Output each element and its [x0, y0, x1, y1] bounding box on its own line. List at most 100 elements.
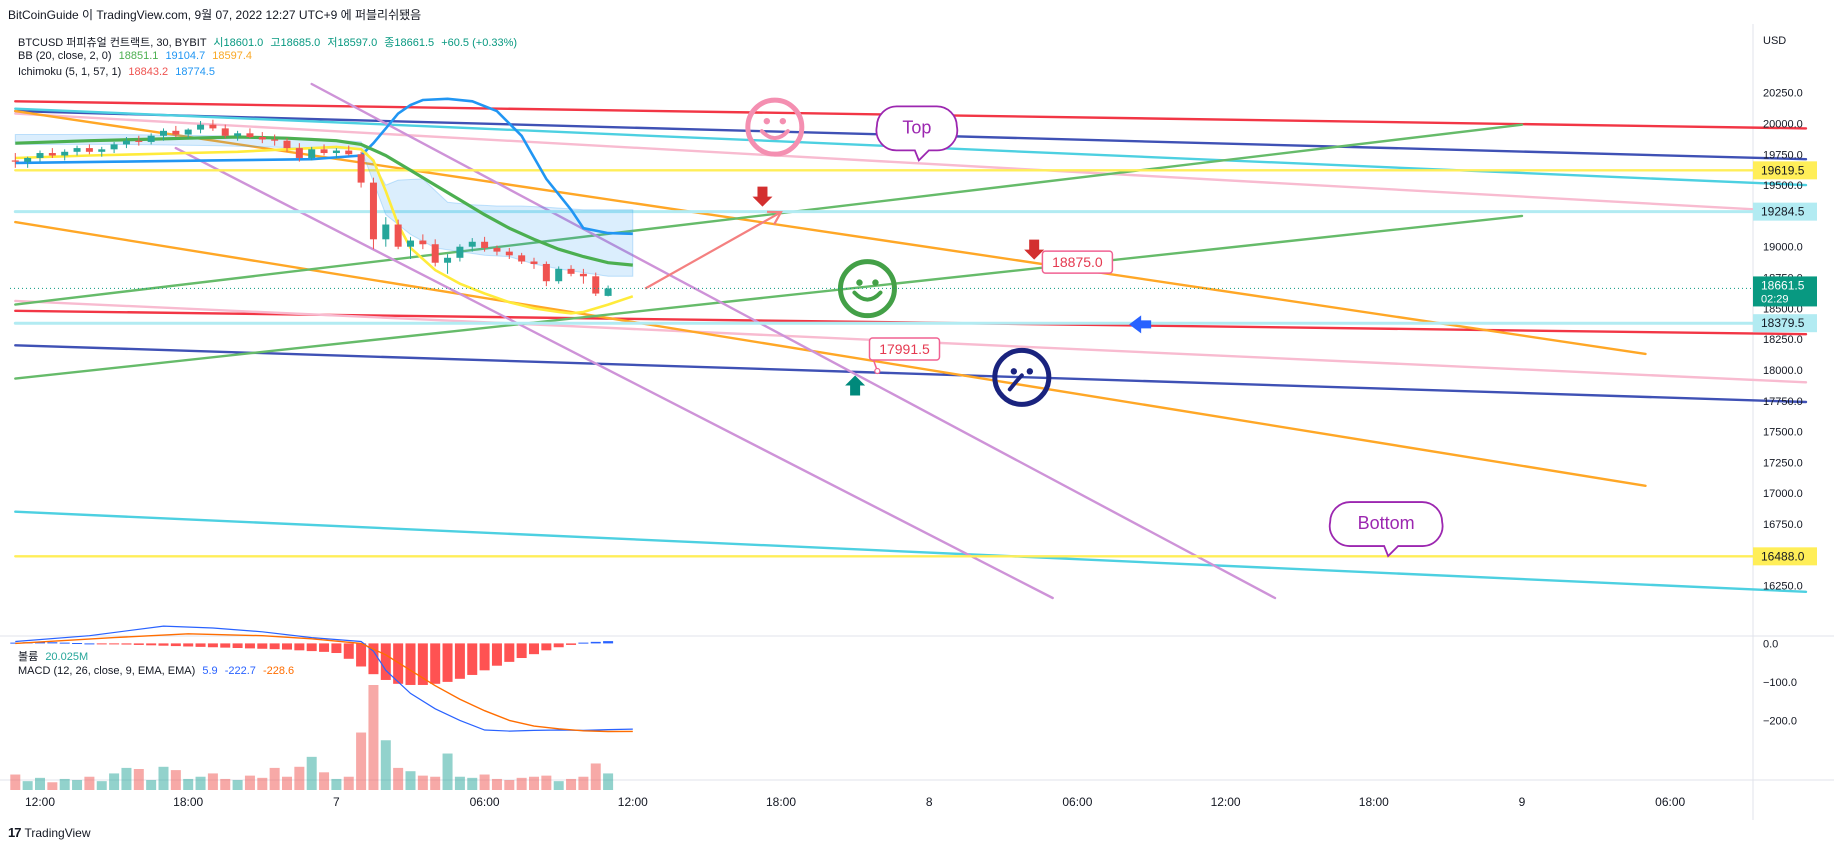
ichimoku-label: Ichimoku (5, 1, 57, 1)	[18, 66, 122, 78]
price-badge	[1753, 202, 1817, 221]
macd-legend[interactable]: MACD (12, 26, close, 9, EMA, EMA) 5.9 -2…	[18, 665, 294, 677]
volume-bar	[343, 776, 354, 790]
candle-body	[493, 247, 501, 252]
macd-histogram-bar	[294, 643, 305, 651]
candle-body	[320, 149, 328, 154]
x-tick-label: 18:00	[766, 795, 796, 809]
volume-label: 볼륨	[18, 651, 39, 663]
volume-bar	[603, 773, 614, 790]
candle-body	[431, 244, 439, 263]
volume-bar	[170, 770, 181, 790]
candle-body	[407, 240, 414, 247]
face-outline	[745, 97, 805, 157]
volume-bar	[553, 781, 564, 790]
y-tick-label: 19000.0	[1763, 242, 1803, 254]
macd-histogram-bar	[405, 643, 416, 685]
y-tick-label: 18250.0	[1763, 334, 1803, 346]
y-tick-label: 17250.0	[1763, 457, 1803, 469]
x-tick-label: 06:00	[1655, 795, 1685, 809]
candle-body	[135, 140, 143, 142]
high-label: 고	[270, 37, 281, 49]
open-label: 시	[213, 37, 224, 49]
candle-body	[197, 124, 205, 130]
macd-histogram-bar	[590, 641, 601, 644]
candle-body	[48, 153, 56, 156]
macd-histogram-bar	[553, 643, 564, 648]
macd-histogram-bar	[442, 643, 453, 682]
macd-pane	[10, 625, 633, 733]
macd-histogram-bar	[72, 643, 83, 645]
candle-body	[73, 148, 81, 152]
y-tick-label: 18000.0	[1763, 365, 1803, 377]
y-tick-label: 16250.0	[1763, 581, 1803, 593]
volume-bar	[269, 767, 280, 790]
candle-body	[98, 149, 106, 152]
text-bubble-label: Top	[902, 117, 931, 137]
candle-body	[172, 130, 180, 135]
candle-body	[382, 224, 390, 240]
candle-body	[110, 144, 118, 150]
candle-body	[308, 149, 316, 158]
tradingview-logo[interactable]: 17 TradingView	[8, 825, 91, 840]
face-eye-left	[856, 279, 863, 286]
face-eye-left	[1010, 368, 1018, 375]
volume-bar	[257, 777, 268, 790]
price-badge-label: 16488.0	[1761, 549, 1805, 563]
volume-bar	[430, 776, 441, 790]
volume-bar	[529, 776, 539, 790]
macd-histogram-bar	[541, 643, 552, 651]
macd-histogram-bar	[269, 643, 280, 650]
ichimoku-cloud-area	[14, 134, 634, 277]
ichimoku-cloud	[14, 134, 634, 277]
bb-legend[interactable]: BB (20, close, 2, 0) 18851.1 19104.7 185…	[18, 50, 252, 62]
symbol-legend[interactable]: BTCUSD 퍼피츄얼 컨트랙트, 30, BYBIT 시18601.0 고18…	[18, 34, 517, 50]
macd-histogram-bar	[504, 643, 515, 662]
volume-bar	[158, 766, 169, 790]
x-tick-label: 7	[333, 795, 340, 809]
trendline-pink_line-6	[14, 112, 1808, 214]
candle-body	[530, 261, 538, 264]
face-mouth	[1007, 373, 1024, 392]
countdown-label: 02:29	[1761, 293, 1789, 305]
change-value: +60.5 (+0.33%)	[441, 37, 518, 49]
volume-bar	[133, 769, 144, 790]
annotations[interactable]: 18875.0 17991.5 Top Bottom	[644, 97, 1444, 558]
candle-body	[444, 257, 452, 263]
candlesticks[interactable]	[11, 119, 612, 297]
macd-histogram-bar	[491, 643, 502, 666]
macd-histogram-bar	[454, 643, 465, 679]
volume-bar	[183, 778, 194, 790]
volume-bar	[491, 778, 502, 790]
face-eye-right	[872, 279, 879, 286]
macd-histogram-bar	[146, 643, 157, 646]
candle-body	[357, 154, 365, 183]
macd-histogram-bar	[207, 643, 218, 648]
macd-histogram-bar	[133, 643, 144, 645]
macd-histogram-bar	[257, 643, 268, 649]
volume-bar	[454, 776, 465, 790]
face-eye-right	[779, 117, 787, 125]
currency-label: USD	[1763, 35, 1786, 47]
volume-bar	[380, 740, 391, 790]
macd-y-tick-label: −100.0	[1763, 677, 1797, 689]
volume-legend[interactable]: 볼륨 20.025M	[18, 648, 88, 664]
x-tick-label: 9	[1519, 795, 1526, 809]
ichimoku-legend[interactable]: Ichimoku (5, 1, 57, 1) 18843.2 18774.5	[18, 66, 215, 78]
face-mouth	[759, 129, 790, 141]
candle-body	[567, 268, 575, 274]
trendline-green_line-11	[14, 214, 1524, 380]
y-tick-label: 19750.0	[1763, 149, 1803, 161]
volume-bar	[294, 766, 305, 790]
macd-histogram-bar	[59, 642, 70, 644]
candle-body	[147, 135, 155, 142]
candle-body	[122, 140, 130, 145]
volume-bar	[59, 778, 70, 790]
trendline-green_line-10	[14, 123, 1524, 306]
price-badge-label: 19619.5	[1761, 163, 1805, 177]
volume-bar	[10, 774, 21, 790]
volume-value: 20.025M	[45, 651, 89, 663]
candle-body	[394, 224, 402, 247]
macd-histogram-bar	[84, 643, 95, 645]
trendline-purple_line-13	[310, 82, 1277, 600]
